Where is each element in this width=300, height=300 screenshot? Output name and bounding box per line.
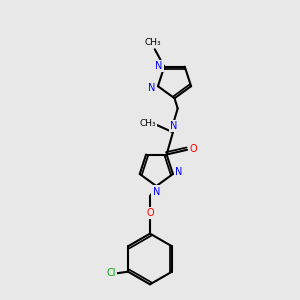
Text: CH₃: CH₃ bbox=[139, 119, 156, 128]
Text: O: O bbox=[190, 144, 197, 154]
Text: O: O bbox=[146, 208, 154, 218]
Text: N: N bbox=[148, 83, 155, 93]
Text: CH₃: CH₃ bbox=[145, 38, 161, 46]
Text: N: N bbox=[153, 187, 160, 196]
Text: N: N bbox=[170, 121, 177, 131]
Text: Cl: Cl bbox=[106, 268, 116, 278]
Text: N: N bbox=[155, 61, 162, 71]
Text: N: N bbox=[175, 167, 182, 177]
